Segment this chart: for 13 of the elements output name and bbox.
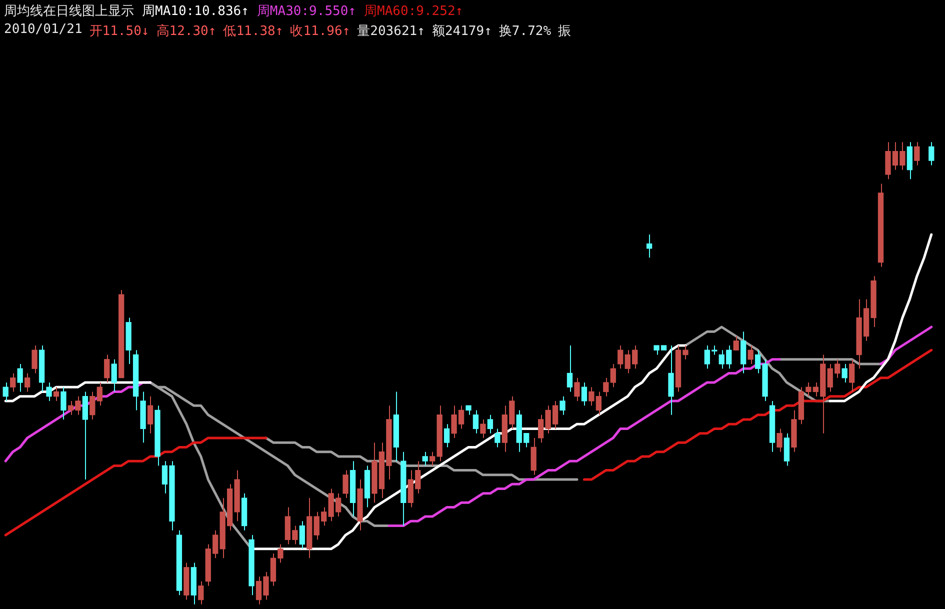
text: 开11.50↓ — [89, 23, 150, 40]
text: 额24179↑ — [432, 23, 492, 40]
text: 收11.96↑ — [290, 23, 350, 40]
chart-title: 周均线在日线图上显示 — [4, 3, 134, 20]
text: 高12.30↑ — [156, 23, 216, 40]
text: 周MA30:9.550↑ — [256, 3, 356, 20]
text: 低11.38↑ — [223, 23, 284, 40]
text: 2010/01/21 — [4, 22, 82, 39]
text: 量203621↑ — [357, 23, 425, 40]
text: 周MA60:9.252↑ — [364, 3, 464, 20]
text: 振 — [558, 23, 572, 40]
text: 周MA10:10.836↑ — [142, 3, 249, 20]
text: 换7.72% — [498, 23, 552, 40]
